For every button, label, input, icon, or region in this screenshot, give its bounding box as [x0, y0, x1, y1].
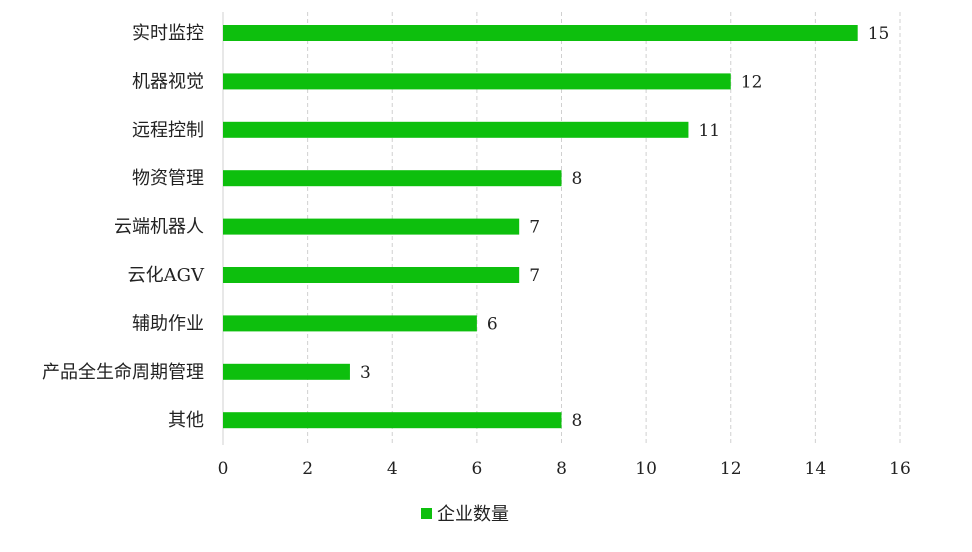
x-tick-label: 10 — [635, 459, 657, 479]
bar — [223, 363, 350, 380]
bar — [223, 170, 562, 187]
y-category-label: 云端机器人 — [114, 217, 204, 238]
data-label: 12 — [741, 72, 763, 92]
x-tick-label: 6 — [471, 459, 482, 479]
data-label: 11 — [698, 121, 720, 141]
data-label: 7 — [529, 266, 540, 286]
legend-label: 企业数量 — [437, 504, 509, 525]
data-label: 8 — [572, 169, 583, 189]
y-category-label: 云化AGV — [128, 265, 205, 286]
data-label: 15 — [868, 24, 890, 44]
x-tick-label: 12 — [720, 459, 742, 479]
x-tick-label: 0 — [218, 459, 229, 479]
x-tick-label: 16 — [889, 459, 911, 479]
y-category-label: 其他 — [168, 410, 204, 431]
y-category-label: 物资管理 — [132, 168, 204, 189]
bar — [223, 121, 689, 138]
y-category-label: 远程控制 — [132, 120, 204, 141]
bar — [223, 315, 477, 332]
bar — [223, 25, 858, 41]
bar — [223, 218, 520, 235]
bar — [223, 412, 562, 429]
x-tick-label: 4 — [387, 459, 398, 479]
y-category-label: 产品全生命周期管理 — [42, 362, 204, 383]
data-label: 3 — [360, 363, 371, 383]
x-tick-label: 8 — [556, 459, 567, 479]
x-tick-label: 2 — [302, 459, 313, 479]
bar — [223, 267, 520, 283]
legend-swatch — [421, 508, 432, 519]
data-label: 7 — [529, 218, 540, 238]
x-tick-label: 14 — [805, 459, 827, 479]
data-label: 6 — [487, 314, 498, 334]
bar — [223, 73, 731, 90]
y-category-label: 辅助作业 — [132, 313, 204, 334]
y-category-label: 机器视觉 — [132, 71, 204, 92]
data-label: 8 — [572, 411, 583, 431]
y-category-label: 实时监控 — [132, 23, 204, 44]
